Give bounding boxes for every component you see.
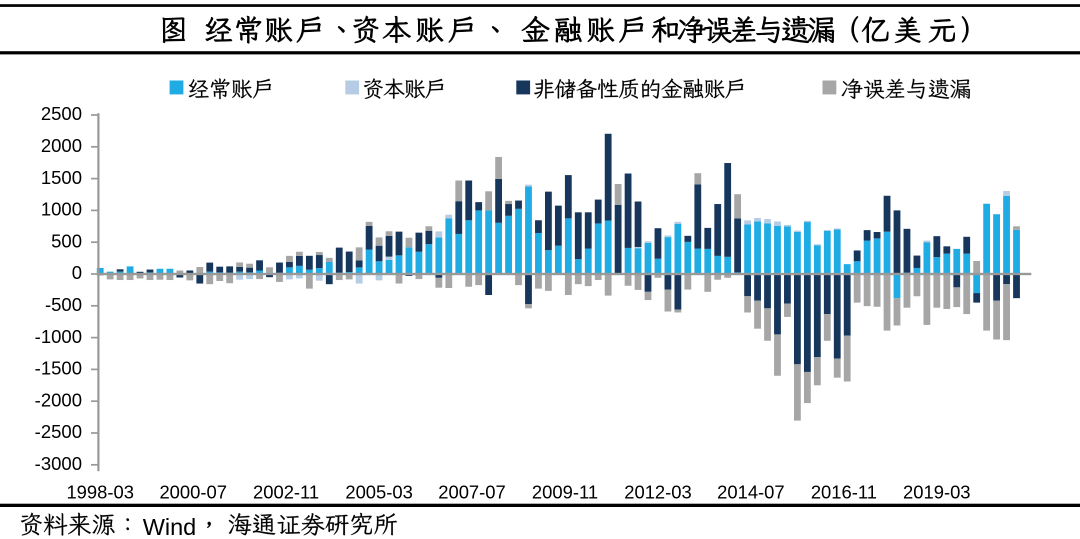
svg-text:2009-11: 2009-11 (532, 481, 598, 502)
svg-text:1500: 1500 (41, 167, 82, 188)
svg-text:2019-03: 2019-03 (903, 481, 971, 502)
svg-text:Wind: Wind (143, 514, 197, 539)
svg-text:2000-07: 2000-07 (159, 481, 227, 502)
svg-text:-500: -500 (45, 294, 82, 315)
svg-text:2000: 2000 (41, 135, 82, 156)
svg-text:0: 0 (72, 262, 82, 283)
svg-text:2002-11: 2002-11 (253, 481, 319, 502)
svg-text:2500: 2500 (41, 103, 82, 124)
svg-text:2007-07: 2007-07 (438, 481, 506, 502)
svg-text:2014-07: 2014-07 (717, 481, 785, 502)
svg-text:-3000: -3000 (35, 453, 82, 474)
svg-text:1000: 1000 (41, 199, 82, 220)
svg-text:2016-11: 2016-11 (811, 481, 877, 502)
svg-text:-2000: -2000 (35, 389, 82, 410)
svg-text:1998-03: 1998-03 (66, 481, 134, 502)
svg-text:-2500: -2500 (35, 421, 82, 442)
svg-text:2012-03: 2012-03 (624, 481, 692, 502)
svg-text:2005-03: 2005-03 (345, 481, 413, 502)
svg-text:-1500: -1500 (35, 358, 82, 379)
svg-text:-1000: -1000 (35, 326, 82, 347)
svg-text:500: 500 (51, 230, 82, 251)
